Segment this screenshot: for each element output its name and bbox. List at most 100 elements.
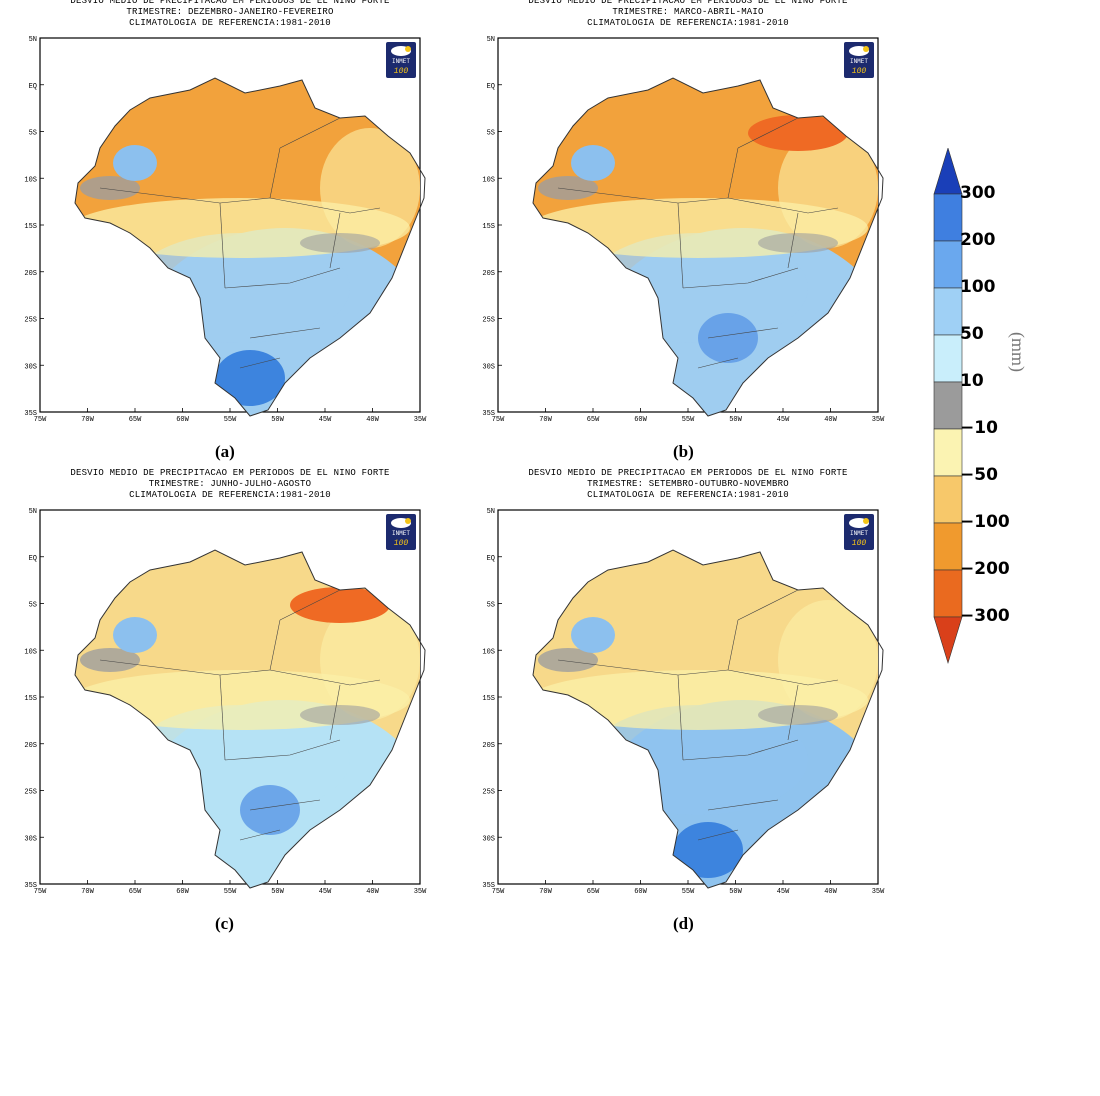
colorbar-tick-label: −50 bbox=[960, 465, 998, 485]
brazil-outline bbox=[74, 77, 426, 417]
inmet-logo-text: INMET bbox=[850, 530, 868, 537]
inmet-logo: INMET 100 bbox=[386, 42, 416, 78]
colorbar-tick-label: 50 bbox=[960, 324, 984, 344]
lon-tick-label: 65W bbox=[129, 888, 142, 896]
lon-tick-label: 70W bbox=[81, 888, 94, 896]
lat-tick-label: 5S bbox=[29, 602, 37, 610]
lat-tick-label: EQ bbox=[487, 555, 495, 563]
lat-tick-label: 25S bbox=[24, 317, 37, 325]
state-border bbox=[224, 267, 341, 289]
lon-tick-label: 50W bbox=[271, 416, 284, 424]
lon-tick-label: 60W bbox=[634, 416, 647, 424]
inmet-logo: INMET 100 bbox=[386, 514, 416, 550]
colorbar-unit: (mm) bbox=[1008, 332, 1028, 372]
lat-tick-label: 15S bbox=[24, 223, 37, 231]
panel-title-line: DESVIO MEDIO DE PRECIPITACAO EM PERIODOS… bbox=[70, 468, 390, 478]
state-border bbox=[269, 147, 281, 199]
lat-tick-label: 10S bbox=[24, 176, 37, 184]
colorbar-segment bbox=[933, 569, 963, 618]
panel-title-line: TRIMESTRE: DEZEMBRO-JANEIRO-FEVEREIRO bbox=[126, 7, 334, 17]
state-border bbox=[677, 202, 684, 289]
colorbar-segment bbox=[933, 381, 963, 430]
state-border bbox=[707, 799, 779, 811]
colorbar-segment bbox=[933, 475, 963, 524]
lon-tick-label: 55W bbox=[224, 416, 237, 424]
lon-tick-label: 65W bbox=[129, 416, 142, 424]
colorbar-tick-label: −10 bbox=[960, 418, 998, 438]
lat-tick-label: 10S bbox=[482, 176, 495, 184]
panel-title-line: TRIMESTRE: SETEMBRO-OUTUBRO-NOVEMBRO bbox=[587, 479, 789, 489]
map-panel-c: DESVIO MEDIO DE PRECIPITACAO EM PERIODOS… bbox=[20, 468, 440, 942]
state-border bbox=[329, 684, 341, 741]
lon-tick-label: 65W bbox=[587, 888, 600, 896]
brazil-outline bbox=[532, 549, 884, 889]
lat-tick-label: 20S bbox=[24, 742, 37, 750]
panel-title-line: CLIMATOLOGIA DE REFERENCIA:1981-2010 bbox=[129, 490, 331, 500]
lon-tick-label: 55W bbox=[224, 888, 237, 896]
lon-tick-label: 55W bbox=[682, 888, 695, 896]
state-border bbox=[682, 739, 799, 761]
state-border bbox=[269, 197, 381, 214]
state-border bbox=[737, 589, 799, 621]
state-border bbox=[249, 327, 321, 339]
lat-tick-label: 35S bbox=[24, 410, 37, 418]
state-border bbox=[279, 117, 341, 149]
state-border bbox=[707, 327, 779, 339]
map-panel-a: DESVIO MEDIO DE PRECIPITACAO EM PERIODOS… bbox=[20, 0, 440, 470]
lat-tick-label: 15S bbox=[24, 695, 37, 703]
lat-tick-label: 30S bbox=[24, 835, 37, 843]
state-border bbox=[269, 619, 281, 671]
state-border bbox=[727, 197, 839, 214]
lon-tick-label: 50W bbox=[271, 888, 284, 896]
inmet-logo-sub: 100 bbox=[852, 539, 867, 548]
lon-tick-label: 40W bbox=[366, 888, 379, 896]
panel-caption: (b) bbox=[673, 442, 694, 461]
colorbar-tick-label: −200 bbox=[960, 559, 1010, 579]
state-border bbox=[697, 357, 739, 369]
lon-tick-label: 75W bbox=[34, 888, 47, 896]
colorbar bbox=[933, 148, 963, 665]
colorbar-segment bbox=[933, 287, 963, 336]
panel-title-line: CLIMATOLOGIA DE REFERENCIA:1981-2010 bbox=[587, 490, 789, 500]
lat-tick-label: 10S bbox=[482, 648, 495, 656]
panel-title-line: CLIMATOLOGIA DE REFERENCIA:1981-2010 bbox=[129, 18, 331, 28]
lat-tick-label: 20S bbox=[482, 742, 495, 750]
inmet-logo-sub: 100 bbox=[852, 67, 867, 76]
lon-tick-label: 45W bbox=[777, 888, 790, 896]
state-border bbox=[224, 739, 341, 761]
inmet-logo: INMET 100 bbox=[844, 42, 874, 78]
lat-tick-label: 10S bbox=[24, 648, 37, 656]
lat-tick-label: EQ bbox=[29, 555, 37, 563]
lat-tick-label: 15S bbox=[482, 695, 495, 703]
lon-tick-label: 75W bbox=[34, 416, 47, 424]
lat-tick-label: 25S bbox=[482, 789, 495, 797]
inmet-logo-sub: 100 bbox=[394, 539, 409, 548]
lat-tick-label: 15S bbox=[482, 223, 495, 231]
panel-title-line: DESVIO MEDIO DE PRECIPITACAO EM PERIODOS… bbox=[528, 468, 848, 478]
lon-tick-label: 40W bbox=[824, 416, 837, 424]
lon-tick-label: 60W bbox=[634, 888, 647, 896]
lat-tick-label: 30S bbox=[24, 363, 37, 371]
lat-tick-label: 5S bbox=[487, 602, 495, 610]
state-border bbox=[737, 117, 799, 149]
lon-tick-label: 70W bbox=[539, 416, 552, 424]
state-border bbox=[682, 267, 799, 289]
lat-tick-label: 5S bbox=[487, 130, 495, 138]
map-panel-d: DESVIO MEDIO DE PRECIPITACAO EM PERIODOS… bbox=[478, 468, 898, 942]
panel-title-line: TRIMESTRE: MARCO-ABRIL-MAIO bbox=[612, 7, 764, 17]
colorbar-segment bbox=[933, 193, 963, 242]
lat-tick-label: 5N bbox=[29, 508, 37, 516]
lon-tick-label: 45W bbox=[319, 416, 332, 424]
lon-tick-label: 40W bbox=[824, 888, 837, 896]
brazil-outline bbox=[532, 77, 884, 417]
state-border bbox=[269, 669, 381, 686]
lat-tick-label: 25S bbox=[24, 789, 37, 797]
panel-title-line: TRIMESTRE: JUNHO-JULHO-AGOSTO bbox=[148, 479, 312, 489]
lat-tick-label: 5N bbox=[487, 508, 495, 516]
lat-tick-label: 5N bbox=[29, 36, 37, 44]
lat-tick-label: EQ bbox=[29, 83, 37, 91]
state-border bbox=[249, 799, 321, 811]
lat-tick-label: 5S bbox=[29, 130, 37, 138]
